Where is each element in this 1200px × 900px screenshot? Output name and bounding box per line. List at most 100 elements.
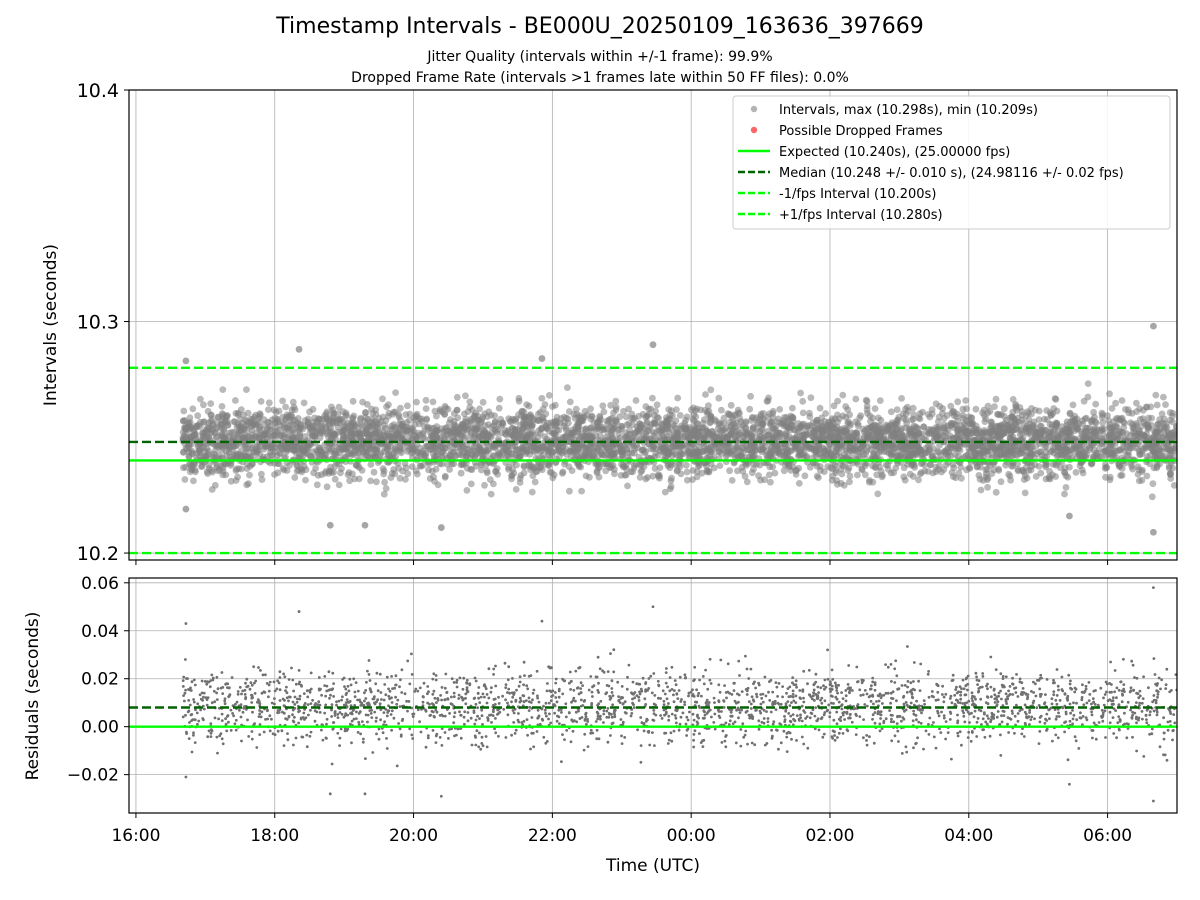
interval-point <box>739 449 746 457</box>
interval-point <box>232 410 240 417</box>
interval-point <box>801 431 809 439</box>
interval-point <box>744 460 752 467</box>
interval-point <box>876 433 884 441</box>
interval-point <box>681 423 689 430</box>
interval-point <box>916 415 924 423</box>
interval-point <box>547 419 555 427</box>
interval-point <box>371 428 379 436</box>
interval-point <box>536 464 544 472</box>
interval-point <box>1052 473 1059 480</box>
interval-point <box>689 476 696 483</box>
interval-point <box>402 411 410 418</box>
interval-point <box>216 441 224 449</box>
interval-point <box>969 421 976 429</box>
interval-point <box>448 460 456 468</box>
interval-point <box>379 465 387 473</box>
interval-point <box>655 414 662 422</box>
interval-point <box>566 398 574 406</box>
interval-point <box>190 432 198 439</box>
interval-point <box>1009 462 1017 470</box>
interval-point <box>962 435 970 442</box>
interval-point <box>331 475 339 483</box>
interval-point <box>464 445 471 453</box>
interval-point <box>248 418 256 426</box>
interval-point <box>676 412 684 419</box>
interval-point <box>243 386 250 393</box>
interval-point <box>798 442 806 450</box>
interval-point <box>595 473 603 481</box>
interval-point <box>898 431 906 439</box>
interval-point <box>980 446 987 454</box>
interval-point <box>671 450 679 457</box>
interval-point <box>806 413 814 420</box>
interval-point <box>684 447 692 455</box>
interval-point <box>1116 434 1124 442</box>
interval-point <box>335 481 343 489</box>
interval-point <box>565 408 573 415</box>
interval-point <box>972 425 980 433</box>
interval-point <box>378 427 386 435</box>
interval-point <box>947 419 955 427</box>
interval-point <box>333 451 340 458</box>
interval-point <box>869 422 877 430</box>
interval-point <box>224 421 232 429</box>
interval-point <box>284 434 292 442</box>
interval-point <box>631 462 638 470</box>
interval-point <box>958 474 965 482</box>
interval-point <box>408 463 416 470</box>
interval-point <box>1061 490 1068 498</box>
interval-point <box>807 394 815 402</box>
interval-point <box>436 460 444 468</box>
interval-point <box>458 433 465 440</box>
interval-point <box>1007 476 1014 484</box>
interval-point <box>1062 484 1070 491</box>
interval-point <box>992 395 1000 403</box>
interval-point <box>703 427 710 435</box>
interval-point <box>608 414 616 422</box>
interval-point <box>1041 415 1048 423</box>
chart-title: Timestamp Intervals - BE000U_20250109_16… <box>276 14 924 39</box>
interval-point <box>600 408 608 416</box>
interval-point <box>596 442 604 450</box>
interval-point <box>649 472 657 480</box>
interval-point <box>411 421 419 428</box>
interval-point <box>515 397 523 405</box>
interval-point <box>905 426 913 434</box>
interval-point <box>394 460 402 467</box>
interval-point <box>197 395 204 403</box>
interval-point <box>245 480 252 488</box>
interval-point <box>1106 390 1113 398</box>
interval-point <box>911 450 918 458</box>
interval-point <box>1009 413 1017 421</box>
interval-point <box>741 472 749 480</box>
interval-point <box>329 409 337 417</box>
interval-point <box>516 475 524 482</box>
interval-point <box>842 453 850 461</box>
interval-point <box>980 427 988 434</box>
interval-point <box>333 416 340 424</box>
interval-point <box>431 407 439 415</box>
interval-point <box>944 452 952 460</box>
interval-point <box>1068 426 1076 433</box>
interval-point <box>670 443 678 451</box>
interval-point <box>1063 452 1070 460</box>
interval-point <box>729 431 737 438</box>
interval-point <box>578 414 585 421</box>
interval-point <box>898 395 905 402</box>
interval-point <box>615 426 623 434</box>
interval-point <box>984 474 992 482</box>
interval-point <box>402 476 409 483</box>
interval-point <box>791 443 799 451</box>
interval-point <box>492 467 500 475</box>
interval-point <box>756 461 764 469</box>
interval-point <box>409 446 417 453</box>
interval-point <box>294 415 302 422</box>
interval-point <box>645 411 653 418</box>
interval-point <box>883 422 891 430</box>
interval-point <box>842 403 850 410</box>
interval-point <box>379 395 386 403</box>
interval-point <box>1138 476 1146 484</box>
interval-point <box>910 473 917 480</box>
interval-point <box>330 468 337 476</box>
interval-point <box>495 404 503 412</box>
